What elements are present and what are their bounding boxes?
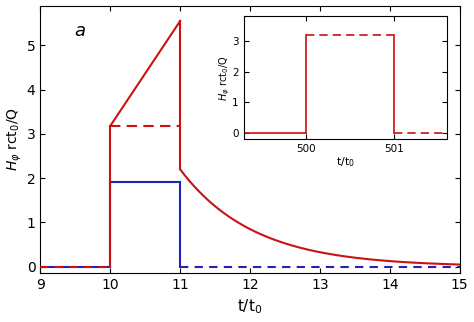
Y-axis label: $H_\varphi$ rct$_0$/Q: $H_\varphi$ rct$_0$/Q [6, 108, 24, 171]
Text: a: a [74, 22, 85, 40]
X-axis label: t/t$_0$: t/t$_0$ [237, 298, 263, 317]
